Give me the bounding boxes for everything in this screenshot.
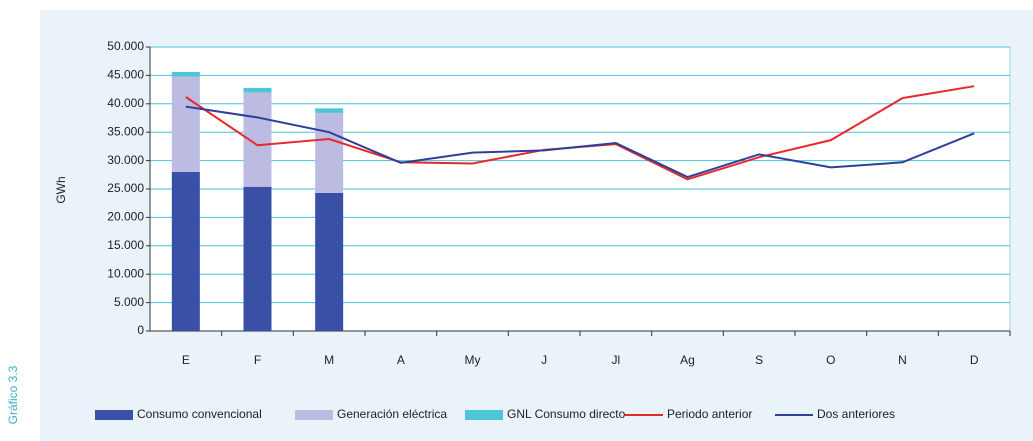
y-axis-label: GWh: [54, 176, 68, 203]
y-tick-label: 30.000: [107, 153, 144, 167]
y-tick-label: 35.000: [107, 124, 144, 138]
legend-label: Generación eléctrica: [337, 407, 447, 421]
y-tick-label: 15.000: [107, 238, 144, 252]
legend-swatch: [95, 410, 133, 420]
y-tick-label: 0: [137, 323, 144, 337]
x-tick-label: N: [898, 353, 907, 367]
legend-label: Dos anteriores: [817, 407, 895, 421]
y-tick-label: 25.000: [107, 181, 144, 195]
x-tick-label: My: [465, 353, 481, 367]
figure-label: Gráfico 3.3: [6, 365, 20, 424]
legend-label: GNL Consumo directo: [507, 407, 626, 421]
x-tick-label: D: [970, 353, 979, 367]
legend-label: Consumo convencional: [137, 407, 262, 421]
legend-swatch: [465, 410, 503, 420]
y-tick-label: 45.000: [107, 68, 144, 82]
x-tick-label: Jl: [611, 353, 620, 367]
x-tick-label: O: [826, 353, 835, 367]
legend-swatch: [295, 410, 333, 420]
bar: [171, 71, 200, 77]
x-tick-label: A: [397, 353, 405, 367]
line: [185, 105, 975, 179]
bar: [171, 171, 200, 331]
y-tick-label: 5.000: [114, 295, 144, 309]
x-tick-label: E: [182, 353, 190, 367]
bar: [243, 87, 272, 93]
legend-label: Periodo anterior: [667, 407, 752, 421]
y-tick-label: 10.000: [107, 266, 144, 280]
x-tick-label: M: [324, 353, 334, 367]
bar: [315, 112, 344, 193]
bar: [315, 108, 344, 113]
x-tick-label: F: [254, 353, 261, 367]
x-tick-label: S: [755, 353, 763, 367]
y-tick-label: 20.000: [107, 210, 144, 224]
bar: [315, 192, 344, 331]
y-tick-label: 50.000: [107, 39, 144, 53]
x-tick-label: J: [541, 353, 547, 367]
bar: [171, 76, 200, 172]
y-tick-label: 40.000: [107, 96, 144, 110]
x-tick-label: Ag: [680, 353, 695, 367]
bar: [243, 186, 272, 331]
